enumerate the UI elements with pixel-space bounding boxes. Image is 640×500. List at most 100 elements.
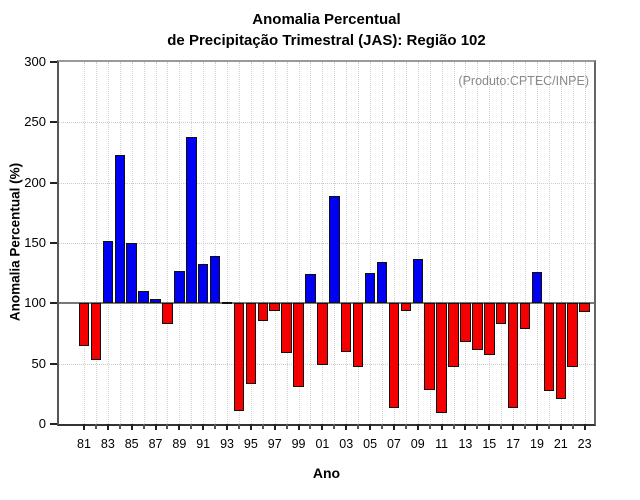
x-tick <box>190 424 193 429</box>
x-tick <box>512 424 515 430</box>
x-tick <box>273 424 276 430</box>
x-tick <box>452 424 455 429</box>
x-tick <box>345 424 348 430</box>
x-tick-label: 21 <box>553 437 568 451</box>
x-axis-title: Ano <box>312 465 341 481</box>
bar-2003 <box>340 303 352 352</box>
bar-1989 <box>174 270 185 304</box>
chart-title-line1: Anomalia Percentual <box>252 11 401 28</box>
x-tick <box>428 424 431 429</box>
bar-1992 <box>209 256 221 304</box>
gridline-horizontal <box>59 243 594 244</box>
bar-1981 <box>78 303 90 346</box>
bar-1990 <box>186 136 197 304</box>
x-tick <box>547 424 550 429</box>
y-tick-label: 100 <box>24 295 46 311</box>
x-tick <box>464 424 467 430</box>
bar-2014 <box>472 303 483 351</box>
bar-2022 <box>567 303 578 368</box>
bar-2008 <box>400 303 412 311</box>
y-tick <box>50 423 57 425</box>
x-tick <box>321 424 324 430</box>
x-tick <box>369 424 372 430</box>
x-tick-label: 13 <box>458 437 473 451</box>
x-tick-label: 97 <box>267 437 282 451</box>
bar-2011 <box>436 303 447 414</box>
bar-2009 <box>412 258 423 304</box>
gridline-horizontal <box>59 182 594 184</box>
bar-2023 <box>579 303 590 312</box>
y-tick <box>50 61 57 63</box>
x-tick-label: 85 <box>124 437 139 451</box>
x-tick-label: 07 <box>386 437 401 451</box>
bar-2005 <box>364 273 376 304</box>
x-tick <box>404 424 407 429</box>
bar-1996 <box>257 303 269 322</box>
y-tick-label: 200 <box>24 174 46 190</box>
x-tick-label: 91 <box>196 437 211 451</box>
bar-2001 <box>317 303 328 365</box>
bar-1984 <box>114 154 125 304</box>
bar-2004 <box>352 303 364 368</box>
bar-2012 <box>448 303 459 368</box>
plot-area: (Produto:CPTEC/INPE) <box>57 60 596 426</box>
x-tick <box>416 424 419 430</box>
x-tick-label: 93 <box>220 437 234 451</box>
bar-1999 <box>293 303 304 387</box>
bar-2015 <box>484 303 495 356</box>
bar-1991 <box>197 263 209 304</box>
bar-2018 <box>519 303 531 329</box>
bar-1994 <box>233 303 245 411</box>
y-tick <box>50 121 57 124</box>
x-tick-label: 87 <box>148 437 163 451</box>
x-tick <box>106 424 109 430</box>
x-tick <box>226 424 229 430</box>
bar-2016 <box>495 303 507 324</box>
bar-1988 <box>162 303 173 324</box>
x-tick <box>535 424 538 430</box>
y-tick-label: 150 <box>24 235 46 250</box>
x-tick <box>142 424 145 429</box>
x-tick <box>154 424 157 430</box>
x-tick-label: 11 <box>435 437 449 451</box>
x-tick-label: 81 <box>77 437 91 451</box>
gridline-horizontal <box>59 122 594 124</box>
y-tick-label: 0 <box>38 416 46 431</box>
x-tick <box>118 424 121 429</box>
x-tick <box>202 424 205 430</box>
x-tick-label: 19 <box>530 437 544 451</box>
x-tick <box>440 424 443 430</box>
x-tick <box>130 424 133 430</box>
bar-2007 <box>388 303 400 409</box>
x-tick-label: 23 <box>577 437 592 451</box>
x-tick-label: 15 <box>482 437 497 451</box>
bar-1993 <box>221 302 233 305</box>
x-tick-label: 05 <box>363 437 378 451</box>
bar-2000 <box>305 274 316 304</box>
x-tick <box>297 424 300 430</box>
x-tick <box>83 424 85 430</box>
x-tick <box>476 424 479 429</box>
y-tick-label: 300 <box>24 54 46 69</box>
x-tick-label: 03 <box>339 437 354 451</box>
x-tick <box>559 424 562 430</box>
x-tick <box>94 424 97 429</box>
x-tick-label: 83 <box>100 437 115 451</box>
x-tick <box>178 424 181 430</box>
y-tick <box>50 242 57 244</box>
x-tick <box>237 424 240 429</box>
chart-title-line2: de Precipitação Trimestral (JAS): Região… <box>167 32 486 49</box>
x-tick-label: 09 <box>410 437 425 451</box>
source-annotation: (Produto:CPTEC/INPE) <box>458 74 589 88</box>
bar-1997 <box>269 303 280 311</box>
x-tick-label: 89 <box>172 437 187 451</box>
x-tick <box>381 424 383 429</box>
bar-2002 <box>329 195 340 304</box>
x-tick <box>166 424 169 429</box>
bar-1983 <box>102 240 114 304</box>
bar-2017 <box>507 303 519 409</box>
x-tick <box>571 424 574 429</box>
bar-1987 <box>150 298 161 304</box>
x-tick <box>249 424 252 430</box>
x-tick-label: 95 <box>243 437 258 451</box>
